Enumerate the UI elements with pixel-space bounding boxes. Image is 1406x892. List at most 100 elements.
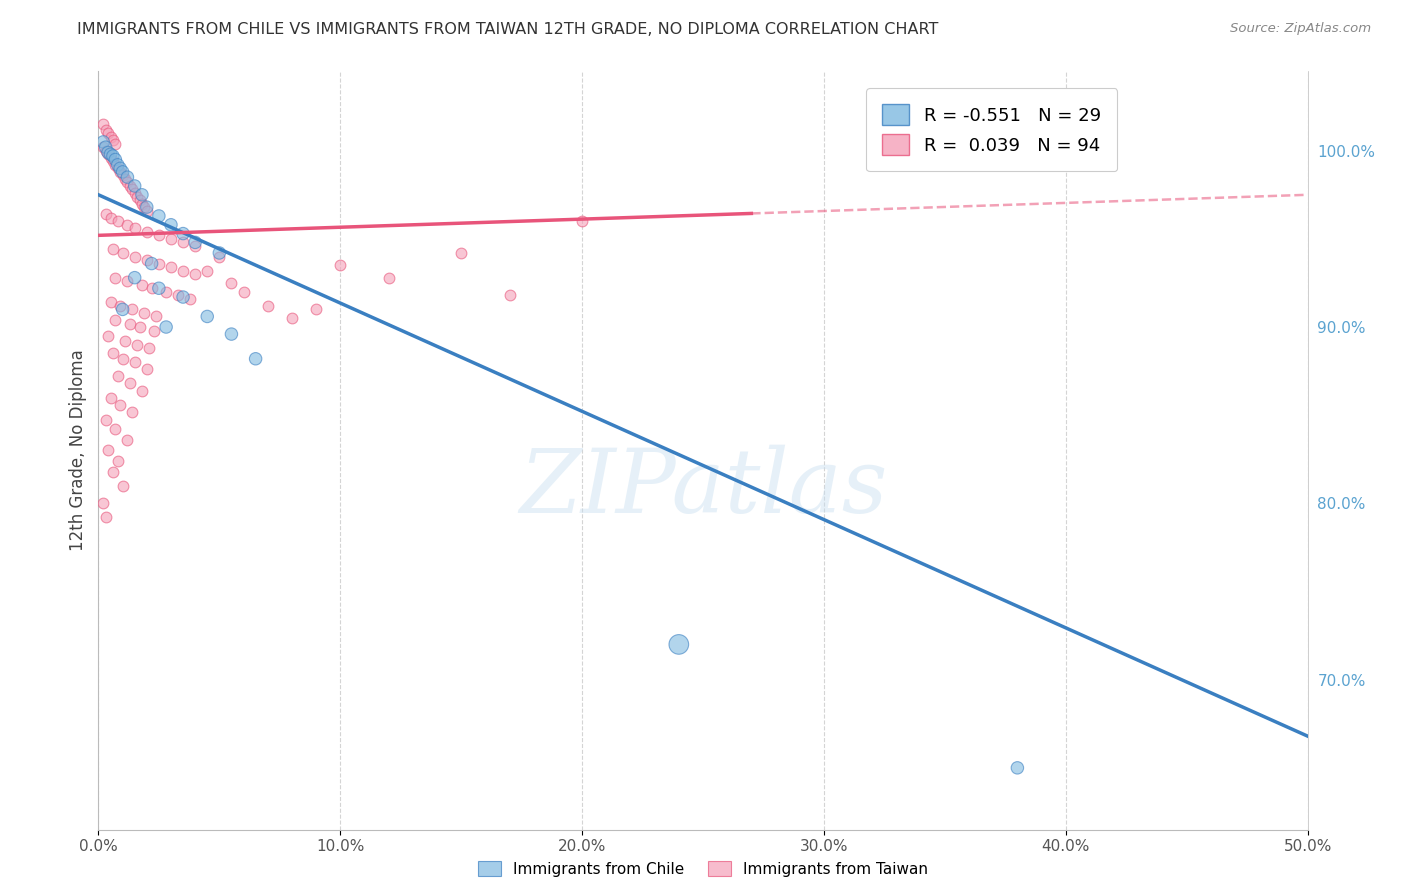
Point [97,126,120,140]
Point [91,117,114,131]
Point [571,214,593,228]
Point [111,169,134,183]
Point [104,153,127,167]
Point [184,239,207,253]
Point [179,292,201,306]
Point [121,182,143,196]
Point [148,256,170,270]
Point [208,246,231,260]
Point [1007,761,1029,775]
Point [128,193,150,207]
Point [124,221,146,235]
Point [124,355,146,369]
Point [155,320,177,334]
Point [135,225,157,239]
Point [114,334,136,348]
Point [94,413,117,427]
Point [111,165,134,179]
Point [107,161,129,176]
Point [114,172,136,186]
Point [111,246,134,260]
Point [91,496,114,510]
Point [107,369,129,384]
Point [128,320,150,334]
Point [160,218,183,232]
Point [232,285,254,299]
Point [117,218,139,232]
Point [108,398,131,412]
Point [94,122,117,136]
Point [221,327,243,342]
Point [100,391,122,405]
Point [148,209,170,223]
Point [131,196,153,211]
Text: Source: ZipAtlas.com: Source: ZipAtlas.com [1230,22,1371,36]
Point [104,158,127,172]
Point [91,140,114,154]
Point [329,258,352,272]
Point [668,637,690,651]
Point [100,151,122,165]
Point [108,165,131,179]
Point [160,232,183,246]
Point [143,324,166,338]
Point [121,405,143,419]
Point [101,346,124,360]
Point [148,228,170,243]
Point [124,178,146,193]
Point [111,479,134,493]
Legend: R = -0.551   N = 29, R =  0.039   N = 94: R = -0.551 N = 29, R = 0.039 N = 94 [866,88,1118,171]
Point [172,290,194,304]
Point [111,351,134,366]
Point [97,443,120,458]
Point [135,362,157,376]
Point [124,186,146,200]
Point [94,140,117,154]
Point [94,510,117,524]
Point [111,302,134,317]
Point [221,276,243,290]
Point [184,267,207,281]
Point [131,384,153,398]
Point [195,263,218,277]
Point [131,277,153,292]
Point [101,133,124,147]
Point [135,253,157,268]
Point [107,214,129,228]
Point [184,235,207,250]
Point [127,189,149,203]
Text: ZIPatlas: ZIPatlas [519,445,887,532]
Point [107,454,129,468]
Point [281,311,304,326]
Point [172,235,194,250]
Point [118,376,141,391]
Point [101,465,124,479]
Y-axis label: 12th Grade, No Diploma: 12th Grade, No Diploma [69,350,87,551]
Point [172,263,194,277]
Point [104,422,127,436]
Point [117,170,139,185]
Point [155,285,177,299]
Point [100,129,122,144]
Point [101,154,124,169]
Point [104,270,127,285]
Point [124,250,146,264]
Point [135,203,157,218]
Point [138,341,160,355]
Point [108,299,131,313]
Point [101,243,124,257]
Point [100,211,122,225]
Point [245,351,267,366]
Point [256,299,278,313]
Point [94,207,117,221]
Point [195,310,218,324]
Point [118,178,141,193]
Point [100,147,122,161]
Point [97,147,120,161]
Point [134,200,156,214]
Point [498,288,520,302]
Point [377,270,399,285]
Point [117,274,139,288]
Legend: Immigrants from Chile, Immigrants from Taiwan: Immigrants from Chile, Immigrants from T… [471,853,935,884]
Point [108,161,131,176]
